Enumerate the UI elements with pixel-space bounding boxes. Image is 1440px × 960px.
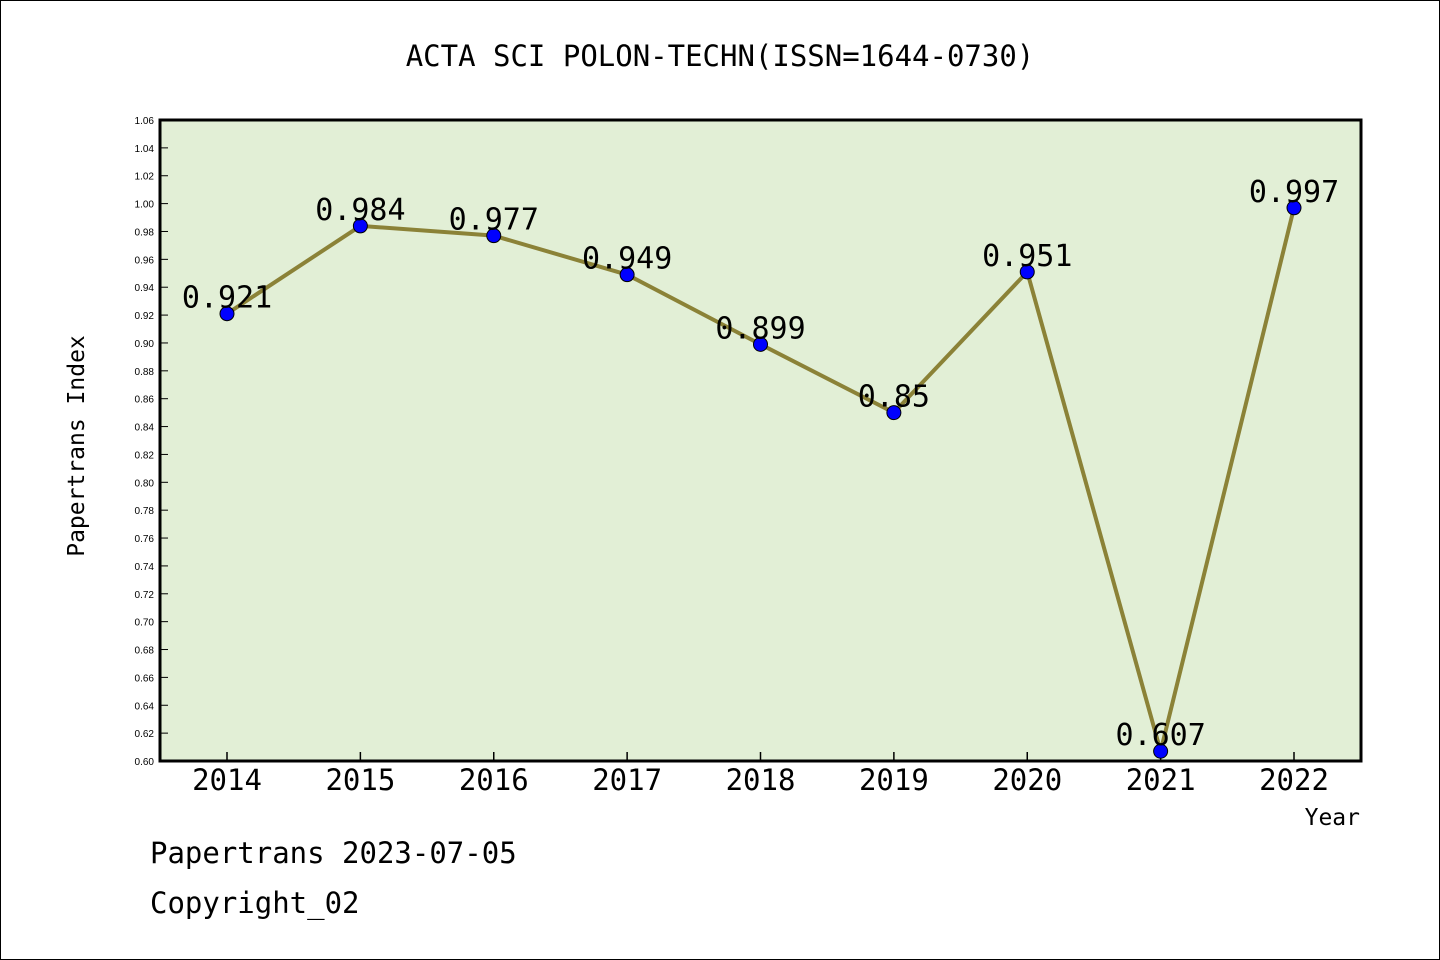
x-tick-label: 2014 <box>192 763 262 797</box>
y-tick-label: 0.90 <box>135 339 155 350</box>
y-tick-label: 0.60 <box>135 757 155 768</box>
x-axis-label: Year <box>1305 805 1360 831</box>
data-point <box>886 405 902 421</box>
y-tick-label: 0.76 <box>135 534 155 545</box>
data-label: 0.977 <box>449 203 539 238</box>
y-tick-label: 0.84 <box>135 423 155 434</box>
data-label: 0.607 <box>1115 718 1205 753</box>
data-label: 0.949 <box>582 242 672 277</box>
data-labels: 0.921 0.984 0.977 0.949 0.899 0.85 0.951 0.607 0… <box>182 175 1339 753</box>
y-tick-label: 0.92 <box>135 311 155 322</box>
series-markers <box>219 200 1302 759</box>
y-tick-label: 0.94 <box>135 283 155 294</box>
data-point <box>486 228 502 244</box>
y-tick-label: 0.82 <box>135 450 155 461</box>
data-point <box>1153 743 1169 759</box>
y-tick-label: 1.06 <box>135 116 155 127</box>
data-point <box>219 306 235 322</box>
data-point <box>1019 264 1035 280</box>
x-tick-label: 2018 <box>726 763 796 797</box>
x-tick-label: 2016 <box>459 763 529 797</box>
y-tick-label: 0.66 <box>135 673 155 684</box>
y-tick-label: 0.78 <box>135 506 155 517</box>
x-tick-label: 2021 <box>1126 763 1196 797</box>
data-point <box>352 218 368 234</box>
x-axis: 2014 2015 2016 2017 2018 2019 2020 2021 2022 <box>192 752 1329 797</box>
y-tick-label: 0.96 <box>135 255 155 266</box>
y-tick-label: 0.72 <box>135 590 155 601</box>
x-tick-label: 2022 <box>1259 763 1329 797</box>
data-label: 0.997 <box>1249 175 1339 210</box>
data-label: 0.984 <box>315 193 405 228</box>
data-label: 0.921 <box>182 281 272 316</box>
y-tick-label: 0.68 <box>135 646 155 657</box>
y-axis-label: Papertrans Index <box>64 335 90 557</box>
data-label: 0.899 <box>715 311 805 346</box>
y-tick-label: 1.02 <box>135 172 155 183</box>
y-tick-label: 0.74 <box>135 562 155 573</box>
y-axis: 0.60 0.62 0.64 0.66 0.68 0.70 0.72 0.74 0.76 0.78… <box>135 116 168 768</box>
y-tick-label: 1.04 <box>135 144 155 155</box>
y-tick-label: 0.70 <box>135 618 155 629</box>
chart-title: ACTA SCI POLON-TECHN(ISSN=1644-0730) <box>406 39 1035 73</box>
data-label: 0.85 <box>858 380 930 415</box>
y-tick-label: 0.62 <box>135 729 155 740</box>
y-tick-label: 0.80 <box>135 478 155 489</box>
data-point <box>619 267 635 283</box>
data-label: 0.951 <box>982 239 1072 274</box>
footer-copyright: Copyright_02 <box>150 886 360 920</box>
data-point <box>1286 200 1302 216</box>
y-tick-label: 0.98 <box>135 227 155 238</box>
plot-border <box>158 118 1363 763</box>
y-tick-label: 0.86 <box>135 395 155 406</box>
y-tick-label: 0.64 <box>135 701 155 712</box>
y-tick-label: 1.00 <box>135 200 155 211</box>
footer-date: Papertrans 2023-07-05 <box>150 836 517 870</box>
x-tick-label: 2015 <box>325 763 395 797</box>
x-tick-label: 2017 <box>592 763 662 797</box>
x-tick-label: 2019 <box>859 763 929 797</box>
x-tick-label: 2020 <box>992 763 1062 797</box>
data-point <box>753 336 768 352</box>
y-tick-label: 0.88 <box>135 367 155 378</box>
